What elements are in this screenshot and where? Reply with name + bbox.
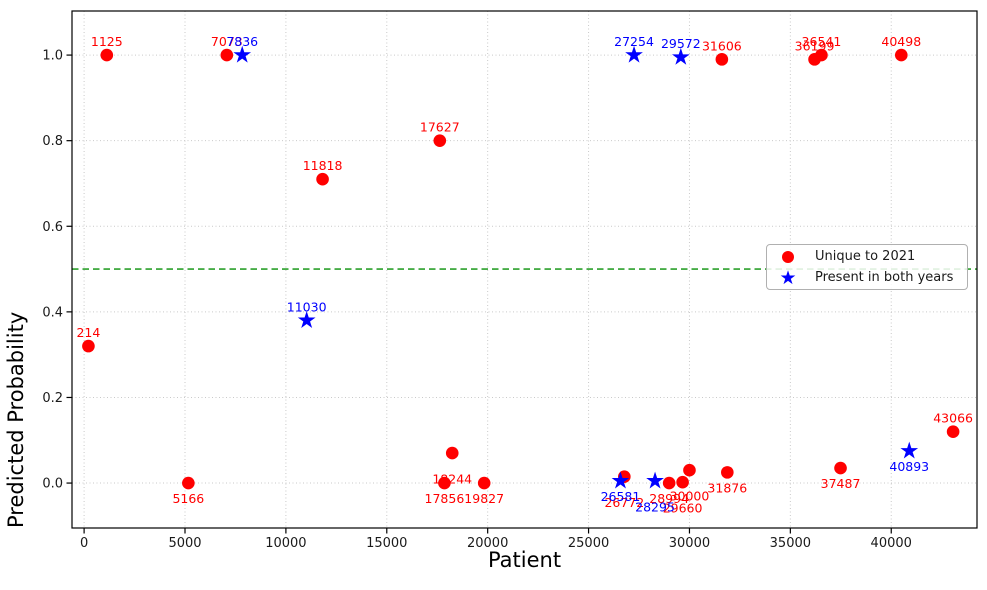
data-point-11030	[297, 311, 316, 328]
point-label-11030: 11030	[287, 299, 327, 314]
point-label-43066: 43066	[933, 411, 973, 426]
data-point-31876	[721, 466, 734, 479]
x-tick-label: 35000	[770, 536, 811, 551]
data-point-17856	[438, 476, 451, 490]
x-tick-label: 10000	[265, 536, 306, 551]
data-point-31606	[715, 53, 729, 66]
y-tick-label: 0.6	[42, 220, 63, 235]
data-point-43066	[946, 425, 960, 439]
data-point-18244	[445, 446, 459, 460]
data-point-19827	[477, 476, 491, 490]
x-tick-label: 15000	[366, 536, 407, 551]
point-label-7836: 7836	[226, 34, 258, 49]
legend-label: Unique to 2021	[815, 249, 916, 264]
data-point-29572	[671, 47, 690, 65]
data-point-28295	[646, 471, 664, 489]
point-label-31876: 31876	[707, 480, 747, 495]
data-point-29660	[676, 475, 689, 489]
point-label-26772: 26772	[604, 495, 644, 510]
point-label-40498: 40498	[881, 34, 921, 49]
point-label-37487: 37487	[821, 476, 861, 491]
point-label-7073: 7073	[211, 34, 243, 49]
star-marker-icon: ★	[779, 266, 797, 289]
data-point-37487	[834, 461, 847, 475]
y-tick-label: 0.4	[42, 305, 63, 320]
point-label-28295: 28295	[635, 499, 675, 514]
point-label-19827: 19827	[464, 491, 504, 506]
x-tick-label: 30000	[669, 536, 710, 551]
point-label-17856: 17856	[425, 491, 465, 506]
data-point-40893	[900, 441, 919, 459]
y-tick-label: 1.0	[42, 49, 63, 64]
x-tick-label: 20000	[467, 536, 508, 551]
point-label-29572: 29572	[661, 36, 701, 51]
data-point-7073	[220, 48, 234, 62]
y-tick-label: 0.0	[42, 477, 63, 492]
point-label-36541: 36541	[802, 34, 842, 49]
legend-item-both-years: ★ Present in both years	[773, 267, 961, 288]
y-tick-label: 0.8	[42, 134, 63, 149]
point-label-26581: 26581	[601, 489, 641, 504]
data-point-1125	[100, 48, 114, 62]
data-point-26581	[611, 471, 630, 489]
y-axis-label: Predicted Probability	[4, 311, 28, 528]
data-point-7836	[233, 45, 252, 63]
x-tick-label: 25000	[568, 536, 609, 551]
x-tick-label: 5000	[168, 536, 201, 551]
x-tick-label: 40000	[871, 536, 912, 551]
data-point-11818	[316, 172, 329, 186]
data-point-36541	[815, 48, 828, 62]
y-tick-label: 0.2	[42, 391, 63, 406]
data-point-30000	[683, 463, 696, 477]
point-label-1125: 1125	[91, 34, 123, 49]
point-label-27254: 27254	[614, 34, 654, 49]
point-label-5166: 5166	[172, 491, 204, 506]
point-label-17627: 17627	[420, 120, 460, 135]
data-point-5166	[182, 476, 195, 490]
point-label-29660: 29660	[663, 501, 703, 516]
point-label-31606: 31606	[702, 38, 742, 53]
point-label-18244: 18244	[432, 472, 472, 487]
legend: Unique to 2021 ★ Present in both years	[766, 244, 968, 290]
data-point-214	[82, 339, 95, 353]
x-axis-label: Patient	[487, 548, 562, 572]
legend-label: Present in both years	[815, 270, 954, 285]
point-label-30000: 30000	[670, 489, 710, 504]
data-point-40498	[894, 48, 908, 62]
x-tick-label: 0	[80, 536, 88, 551]
point-label-28994: 28994	[649, 491, 689, 506]
circle-marker-icon	[773, 250, 803, 263]
point-label-11818: 11818	[303, 158, 343, 173]
data-point-17627	[433, 134, 447, 147]
data-point-27254	[625, 45, 643, 63]
legend-item-unique-2021: Unique to 2021	[773, 246, 961, 267]
point-label-214: 214	[76, 325, 100, 340]
plot-frame	[71, 10, 978, 529]
point-label-40893: 40893	[889, 459, 929, 474]
data-point-28994	[662, 476, 676, 490]
